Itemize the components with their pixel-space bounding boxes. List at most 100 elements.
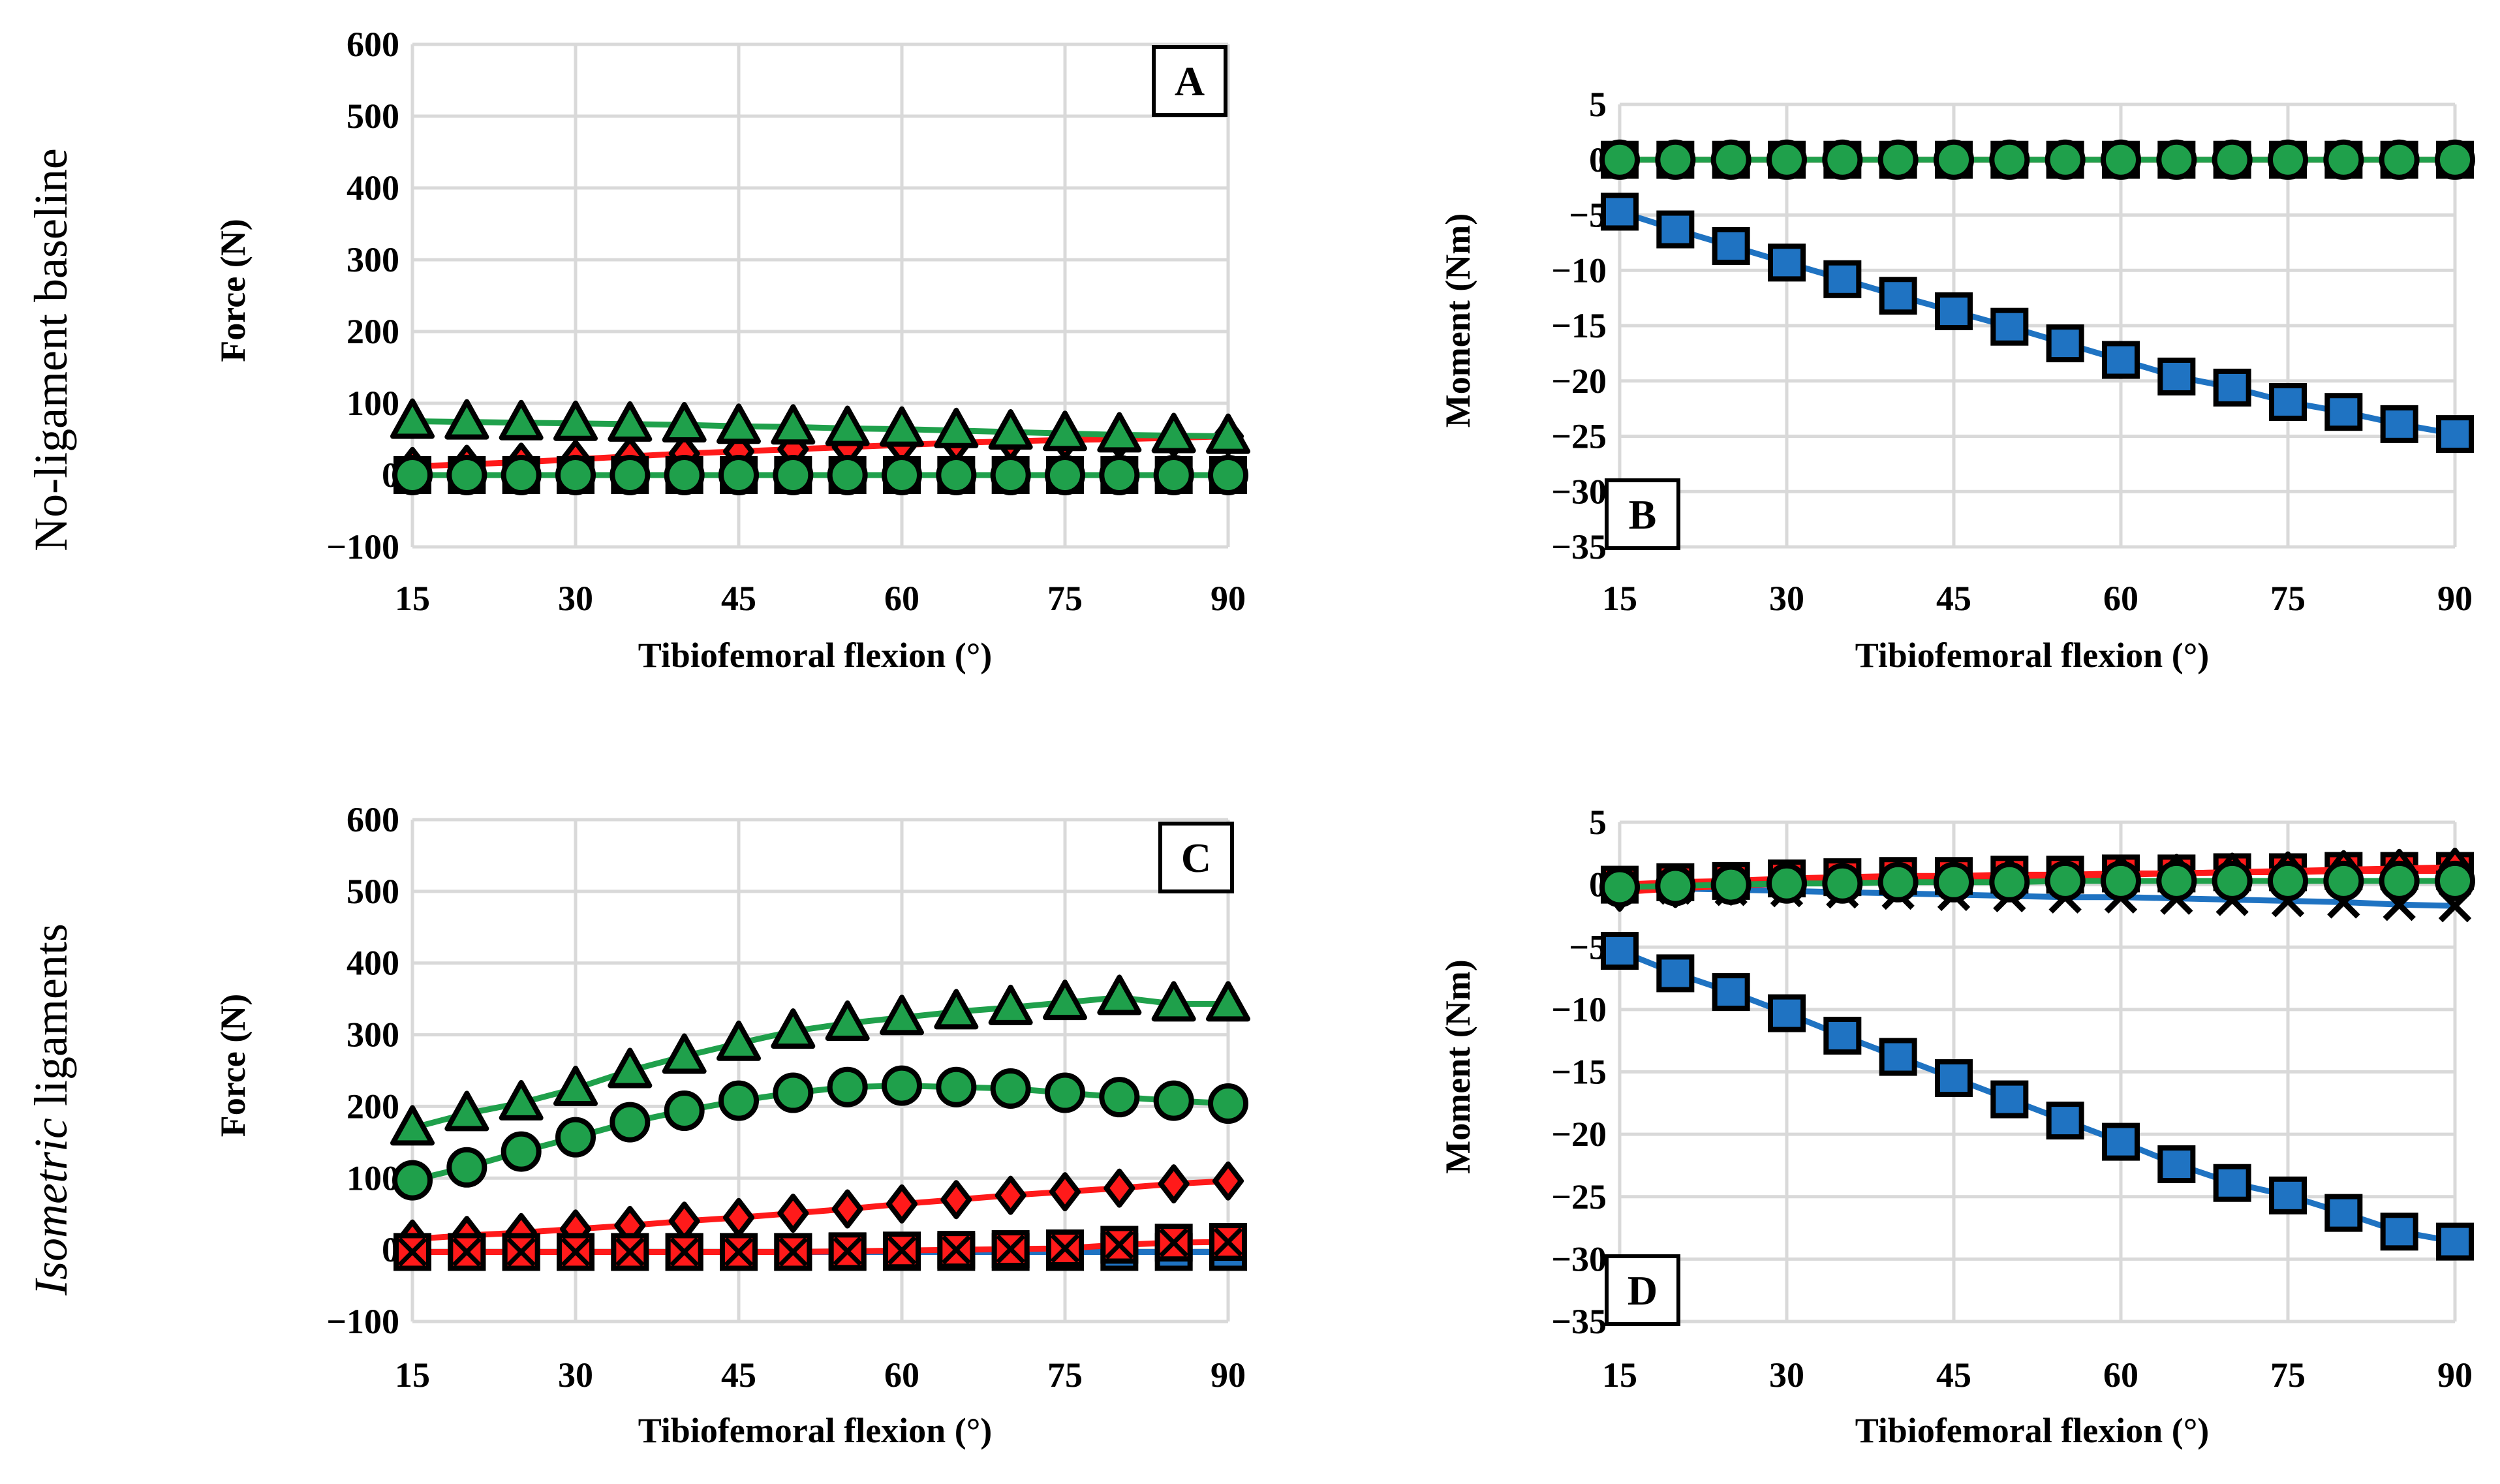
data-point-blue-square bbox=[2324, 1194, 2363, 1232]
data-point-blue-square bbox=[2269, 382, 2307, 421]
data-point-green-triangle bbox=[553, 400, 598, 441]
data-point-green-circle bbox=[827, 455, 868, 495]
data-point-blue-square bbox=[1712, 973, 1750, 1012]
data-point-blue-square bbox=[1990, 1080, 2029, 1119]
data-point-green-triangle bbox=[825, 1000, 870, 1041]
y-tick-label: 200 bbox=[347, 1087, 399, 1126]
data-point-blue-square bbox=[1879, 277, 1917, 315]
data-point-green-triangle bbox=[662, 402, 707, 442]
data-point-green-triangle bbox=[608, 401, 653, 442]
y-tick-label: 300 bbox=[347, 240, 399, 279]
data-point-green-triangle bbox=[934, 407, 979, 448]
data-point-red-square-x bbox=[991, 1230, 1030, 1269]
y-tick-label: 400 bbox=[347, 944, 399, 983]
data-point-green-triangle bbox=[717, 1020, 761, 1061]
series-line-red-diamond bbox=[412, 433, 1229, 470]
data-point-blue-square bbox=[2269, 1176, 2307, 1214]
panel-letter-box: C bbox=[1158, 822, 1234, 893]
data-point-red-square-x bbox=[1154, 1224, 1193, 1262]
series-green-circle bbox=[1599, 139, 2475, 180]
data-point-green-circle bbox=[2435, 139, 2475, 180]
data-point-green-circle bbox=[882, 1065, 922, 1106]
series-line-red-diamond bbox=[412, 1178, 1229, 1243]
y-tick-label: −35 bbox=[1551, 527, 1607, 566]
series-line-green-circle bbox=[1619, 878, 2455, 890]
panel-letter: A bbox=[1175, 58, 1205, 104]
panel-letter: B bbox=[1629, 491, 1657, 538]
data-point-green-circle bbox=[1989, 139, 2030, 180]
data-point-green-triangle bbox=[880, 406, 924, 447]
data-point-green-triangle bbox=[1097, 412, 1142, 453]
data-point-red-diamond bbox=[940, 1180, 972, 1220]
series-red-diamond bbox=[397, 1161, 1244, 1259]
data-point-green-circle bbox=[392, 455, 433, 495]
x-tick-label: 90 bbox=[2437, 1355, 2473, 1395]
data-point-red-diamond bbox=[1049, 1172, 1081, 1212]
data-point-green-circle bbox=[1153, 1080, 1194, 1121]
data-point-green-circle bbox=[2156, 860, 2197, 901]
data-point-blue-square bbox=[1935, 292, 1973, 330]
x-tick-label: 15 bbox=[395, 1355, 430, 1395]
y-tick-label: −15 bbox=[1551, 306, 1607, 345]
data-point-blue-square bbox=[2324, 393, 2363, 431]
y-tick-label: −100 bbox=[326, 527, 399, 566]
data-point-green-circle bbox=[1934, 139, 1974, 180]
data-point-green-circle bbox=[501, 1131, 542, 1172]
data-point-green-circle bbox=[1710, 139, 1752, 180]
data-point-blue-square bbox=[2213, 1164, 2251, 1202]
data-point-green-circle bbox=[1045, 455, 1085, 495]
data-point-blue-square bbox=[2436, 1222, 2474, 1261]
data-point-green-circle bbox=[1877, 861, 1919, 903]
data-point-green-circle bbox=[555, 455, 596, 495]
data-point-green-circle bbox=[718, 1080, 759, 1121]
y-tick-label: 5 bbox=[1589, 803, 1607, 842]
data-point-green-triangle bbox=[1206, 981, 1250, 1022]
y-tick-label: −30 bbox=[1551, 472, 1607, 511]
data-point-green-triangle bbox=[444, 1090, 489, 1132]
series-green-circle bbox=[392, 1065, 1248, 1201]
row-label-isometric: Isometric ligaments bbox=[25, 923, 77, 1296]
panel-letter: D bbox=[1628, 1267, 1658, 1314]
data-point-green-triangle bbox=[1043, 410, 1087, 452]
data-point-green-triangle bbox=[390, 398, 435, 439]
y-tick-label: 300 bbox=[347, 1015, 399, 1055]
panel-letter: C bbox=[1181, 835, 1211, 881]
data-point-green-circle bbox=[1599, 867, 1640, 908]
series-line-green-triangle bbox=[411, 994, 1228, 1131]
x-tick-label: 15 bbox=[1602, 1355, 1637, 1395]
x-axis-label: Tibiofemoral flexion (°) bbox=[638, 636, 993, 675]
series-line-blue-square bbox=[1618, 948, 2456, 1245]
y-tick-label: −5 bbox=[1569, 196, 1607, 235]
data-point-red-diamond bbox=[1212, 1161, 1244, 1201]
panel-letter-frame bbox=[1158, 822, 1234, 893]
y-axis-label: Force (N) bbox=[213, 219, 253, 362]
y-axis-label: Force (N) bbox=[213, 994, 253, 1137]
data-point-green-triangle bbox=[553, 1065, 598, 1106]
x-tick-label: 30 bbox=[1769, 579, 1804, 618]
data-point-red-square-x bbox=[883, 1231, 921, 1270]
x-axis-label: Tibiofemoral flexion (°) bbox=[1855, 636, 2210, 675]
series-blue-square bbox=[1601, 193, 2474, 454]
panel-letter-box: D bbox=[1605, 1254, 1680, 1326]
data-point-green-triangle bbox=[717, 403, 761, 444]
data-point-red-diamond bbox=[831, 1189, 863, 1229]
y-tick-label: −20 bbox=[1551, 362, 1607, 401]
y-tick-label: 600 bbox=[347, 800, 399, 839]
y-tick-label: −25 bbox=[1551, 1177, 1607, 1216]
y-tick-label: −5 bbox=[1569, 927, 1607, 966]
x-tick-label: 30 bbox=[1769, 1355, 1804, 1395]
y-axis-label: Moment (Nm) bbox=[1438, 213, 1477, 427]
y-tick-label: 5 bbox=[1589, 85, 1607, 124]
data-point-green-circle bbox=[392, 1160, 433, 1201]
data-point-green-triangle bbox=[1097, 974, 1142, 1015]
data-point-blue-square bbox=[2157, 357, 2196, 395]
y-tick-label: 600 bbox=[347, 25, 399, 64]
data-point-green-circle bbox=[610, 455, 651, 495]
data-point-green-circle bbox=[2323, 139, 2364, 180]
data-point-green-circle bbox=[1599, 139, 1640, 180]
data-point-green-circle bbox=[2212, 139, 2253, 180]
y-axis-label: Moment (Nm) bbox=[1438, 959, 1477, 1173]
x-tick-label: 15 bbox=[1602, 579, 1637, 618]
